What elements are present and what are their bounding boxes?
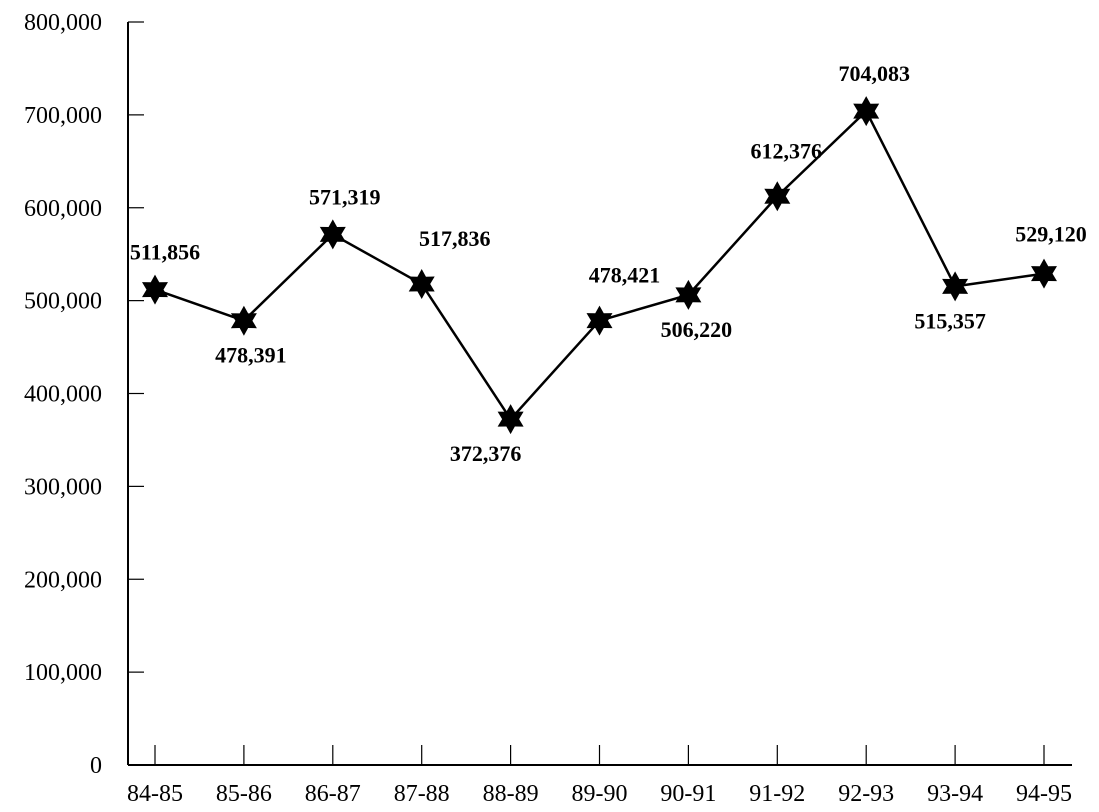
- y-tick-label: 600,000: [24, 196, 102, 222]
- x-tick-label: 87-88: [394, 781, 450, 807]
- series-group: [142, 96, 1057, 435]
- data-label: 478,421: [589, 263, 661, 288]
- y-tick-label: 500,000: [24, 289, 102, 315]
- data-label: 704,083: [838, 61, 910, 86]
- y-tick-label: 0: [90, 753, 102, 779]
- x-tick-label: 88-89: [483, 781, 539, 807]
- data-point-star-marker: [142, 274, 168, 305]
- y-tick-label: 100,000: [24, 660, 102, 686]
- data-point-star-marker: [1031, 258, 1057, 289]
- data-label: 571,319: [309, 184, 381, 209]
- x-tick-label: 85-86: [216, 781, 272, 807]
- data-point-star-marker: [319, 219, 346, 250]
- data-point-star-marker: [853, 96, 880, 127]
- x-tick-label: 94-95: [1016, 781, 1072, 807]
- data-point-star-marker: [497, 404, 524, 435]
- data-label: 506,220: [661, 317, 733, 342]
- x-tick-label: 91-92: [749, 781, 805, 807]
- x-tick-label: 86-87: [305, 781, 361, 807]
- y-axis-ticks: 0 100,000 200,000 300,000 400,000 500,000 600,…: [24, 10, 144, 779]
- x-tick-label: 84-85: [127, 781, 183, 807]
- data-label: 612,376: [751, 138, 823, 163]
- y-tick-label: 300,000: [24, 474, 102, 500]
- data-point-star-marker: [675, 279, 702, 310]
- y-tick-label: 800,000: [24, 10, 102, 36]
- data-point-star-marker: [942, 271, 969, 302]
- data-point-star-marker: [764, 181, 791, 212]
- y-tick-label: 700,000: [24, 103, 102, 129]
- y-tick-label: 200,000: [24, 567, 102, 593]
- data-point-star-marker: [230, 305, 257, 336]
- x-tick-label: 89-90: [572, 781, 628, 807]
- data-label: 515,357: [914, 308, 986, 333]
- x-tick-label: 90-91: [660, 781, 716, 807]
- x-tick-label: 93-94: [927, 781, 983, 807]
- data-point-star-marker: [586, 305, 613, 336]
- data-label: 511,856: [130, 240, 200, 265]
- y-tick-label: 400,000: [24, 382, 102, 408]
- x-axis-ticks: 84-85 85-86 86-87 87-88 88-89 89-90 90-91 91-92…: [127, 745, 1072, 807]
- data-labels-group: 511,856 478,391 571,319 517,836 372,376 478,4…: [130, 61, 1087, 466]
- data-label: 372,376: [450, 441, 522, 466]
- data-point-star-marker: [408, 269, 435, 300]
- data-label: 478,391: [215, 343, 287, 368]
- x-tick-label: 92-93: [838, 781, 894, 807]
- data-label: 529,120: [1015, 222, 1087, 247]
- data-label: 517,836: [419, 226, 491, 251]
